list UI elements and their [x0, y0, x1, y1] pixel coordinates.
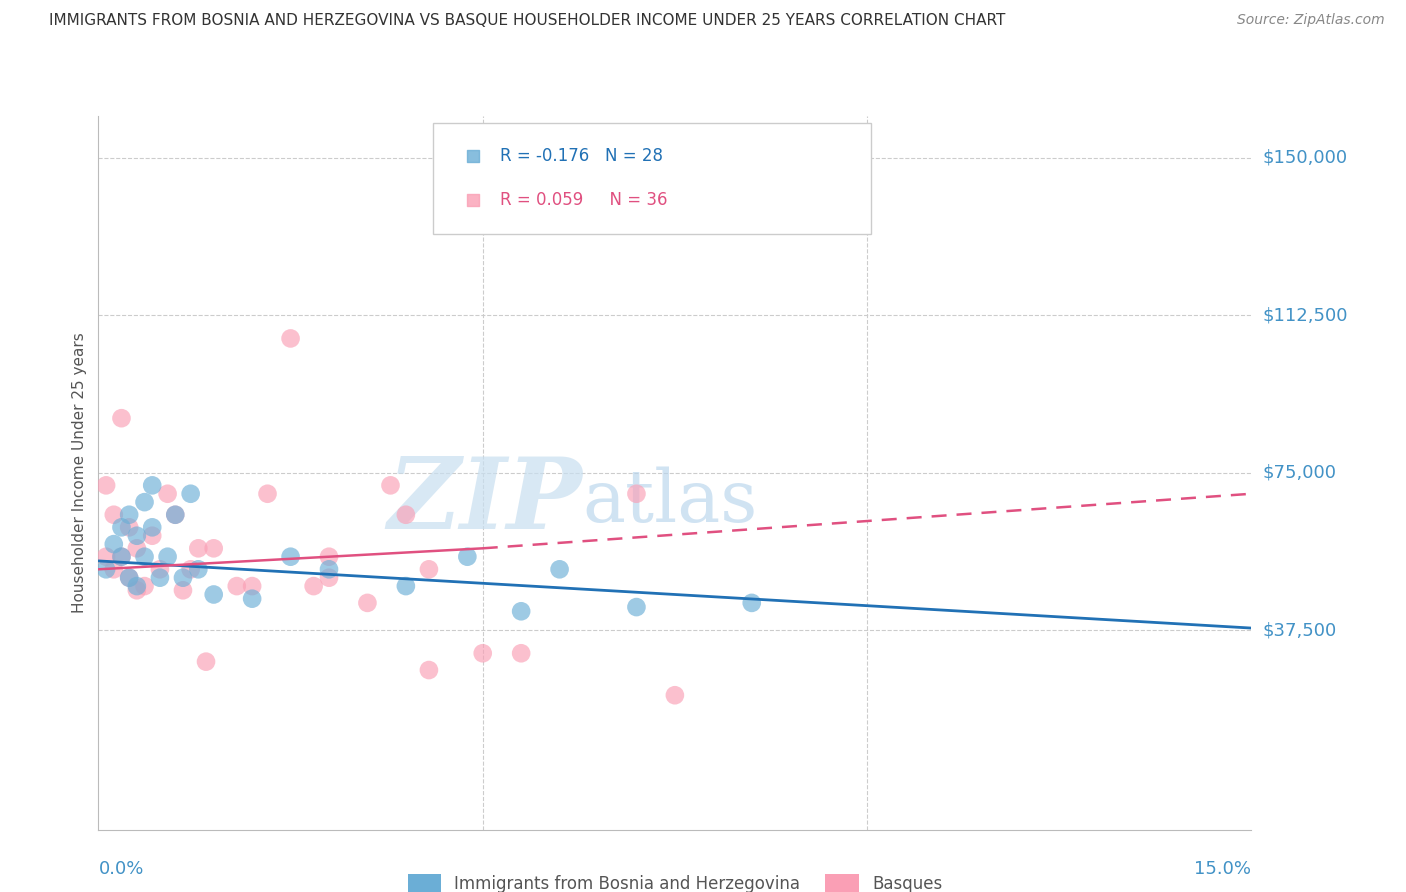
Point [195, 655, 218, 669]
Point [280, 331, 302, 345]
Text: $150,000: $150,000 [1263, 149, 1347, 167]
Point [141, 520, 163, 534]
Text: IMMIGRANTS FROM BOSNIA AND HERZEGOVINA VS BASQUE HOUSEHOLDER INCOME UNDER 25 YEA: IMMIGRANTS FROM BOSNIA AND HERZEGOVINA V… [49, 13, 1005, 29]
Point [240, 591, 263, 606]
Point [240, 579, 263, 593]
Point [187, 541, 209, 556]
Point [165, 508, 187, 522]
Point [141, 478, 163, 492]
Point [202, 541, 225, 556]
Point [510, 604, 533, 618]
Point [94, 478, 117, 492]
Point [110, 520, 132, 534]
Text: $37,500: $37,500 [1263, 621, 1337, 640]
Point [134, 549, 156, 564]
Point [94, 562, 117, 576]
Text: R = 0.059     N = 36: R = 0.059 N = 36 [499, 191, 666, 209]
Point [418, 562, 440, 576]
Point [103, 562, 125, 576]
Point [741, 596, 763, 610]
Y-axis label: Householder Income Under 25 years: Householder Income Under 25 years [72, 333, 87, 613]
Point [626, 600, 648, 615]
Point [94, 549, 117, 564]
Point [103, 508, 125, 522]
Point [548, 562, 571, 576]
Point [471, 646, 494, 660]
Point [318, 562, 340, 576]
Point [141, 529, 163, 543]
Text: Source: ZipAtlas.com: Source: ZipAtlas.com [1237, 13, 1385, 28]
Point [110, 411, 132, 425]
Text: R = -0.176   N = 28: R = -0.176 N = 28 [499, 147, 662, 165]
Point [202, 587, 225, 601]
Point [125, 583, 148, 598]
Text: 15.0%: 15.0% [1194, 860, 1251, 878]
Point [125, 579, 148, 593]
Point [187, 562, 209, 576]
Point [318, 549, 340, 564]
Point [103, 537, 125, 551]
Point [118, 571, 141, 585]
Point [165, 508, 187, 522]
Point [456, 549, 478, 564]
Point [395, 579, 418, 593]
Text: ZIP: ZIP [388, 453, 582, 549]
Point [302, 579, 325, 593]
Point [149, 571, 172, 585]
Point [118, 520, 141, 534]
Point [510, 646, 533, 660]
Point [180, 562, 202, 576]
Point [418, 663, 440, 677]
Text: $112,500: $112,500 [1263, 306, 1348, 325]
Point [356, 596, 378, 610]
Point [125, 541, 148, 556]
Point [626, 487, 648, 501]
Point [664, 688, 686, 702]
Point [134, 495, 156, 509]
Point [225, 579, 247, 593]
Point [125, 529, 148, 543]
Point [318, 571, 340, 585]
Point [380, 478, 402, 492]
Point [280, 549, 302, 564]
FancyBboxPatch shape [433, 123, 870, 234]
Point [256, 487, 278, 501]
Point [395, 508, 418, 522]
Point [156, 487, 179, 501]
Point [118, 571, 141, 585]
Point [110, 549, 132, 564]
Point [172, 583, 194, 598]
Point [156, 549, 179, 564]
Point [180, 487, 202, 501]
Point [172, 571, 194, 585]
Text: $75,000: $75,000 [1263, 464, 1337, 482]
Legend: Immigrants from Bosnia and Herzegovina, Basques: Immigrants from Bosnia and Herzegovina, … [408, 874, 942, 892]
Point [149, 562, 172, 576]
Point [134, 579, 156, 593]
Point [110, 549, 132, 564]
Text: atlas: atlas [582, 466, 758, 537]
Text: 0.0%: 0.0% [98, 860, 143, 878]
Point [118, 508, 141, 522]
